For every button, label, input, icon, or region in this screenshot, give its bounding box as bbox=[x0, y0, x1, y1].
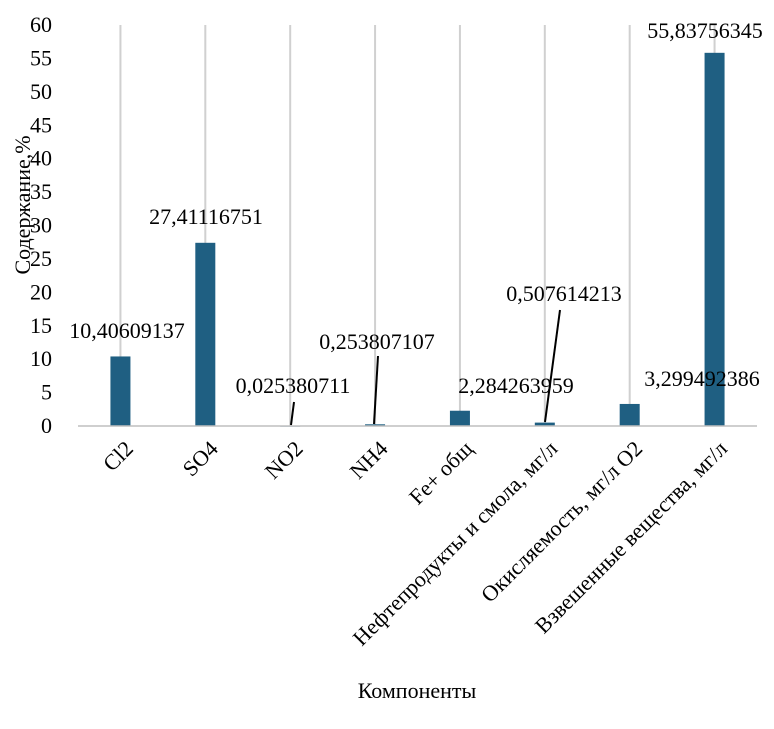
y-tick-label: 55 bbox=[30, 45, 52, 70]
data-labels: 10,40609137 27,41116751 0,025380711 0,25380… bbox=[69, 18, 763, 398]
x-tick-label: Cl2 bbox=[98, 436, 138, 476]
y-tick-label: 60 bbox=[30, 12, 52, 37]
x-axis-title: Компоненты bbox=[358, 678, 477, 703]
data-label: 27,41116751 bbox=[149, 204, 263, 229]
y-tick-label: 0 bbox=[41, 413, 52, 438]
y-tick-label: 20 bbox=[30, 279, 52, 304]
data-label: 2,284263959 bbox=[458, 373, 574, 398]
y-tick-label: 45 bbox=[30, 112, 52, 137]
bar bbox=[195, 242, 216, 426]
x-tick-label: Окисляемость, мг/л O2 bbox=[476, 436, 647, 607]
x-tick-label: NO2 bbox=[260, 436, 308, 484]
data-label: 0,025380711 bbox=[236, 373, 351, 398]
leader-line bbox=[544, 309, 561, 423]
data-label: 0,507614213 bbox=[506, 281, 622, 306]
data-label: 0,253807107 bbox=[319, 329, 435, 354]
y-axis-ticks: 0 5 10 15 20 25 30 35 40 45 50 55 60 bbox=[30, 12, 52, 438]
y-tick-label: 35 bbox=[30, 179, 52, 204]
data-label: 55,83756345 bbox=[647, 18, 763, 43]
bar bbox=[534, 422, 555, 426]
y-tick-label: 10 bbox=[30, 346, 52, 371]
y-tick-label: 25 bbox=[30, 246, 52, 271]
data-label: 3,299492386 bbox=[644, 366, 760, 391]
bar bbox=[619, 403, 640, 426]
x-tick-label: SO4 bbox=[178, 436, 223, 481]
x-tick-label: Fe+ общ bbox=[404, 436, 478, 510]
bars bbox=[110, 52, 725, 427]
bar bbox=[704, 52, 725, 427]
x-tick-label: NH4 bbox=[345, 436, 393, 484]
leader-line bbox=[290, 401, 295, 426]
grid-lines bbox=[119, 25, 716, 426]
bar bbox=[449, 410, 470, 426]
bar bbox=[110, 356, 131, 426]
bar bbox=[365, 424, 386, 426]
leader-line bbox=[373, 355, 379, 425]
y-axis-title: Содержание,% bbox=[10, 135, 35, 274]
y-tick-label: 5 bbox=[41, 380, 52, 405]
y-tick-label: 40 bbox=[30, 146, 52, 171]
y-tick-label: 50 bbox=[30, 79, 52, 104]
leader-lines bbox=[290, 309, 561, 426]
data-label: 10,40609137 bbox=[69, 318, 185, 343]
y-tick-label: 30 bbox=[30, 213, 52, 238]
y-tick-label: 15 bbox=[30, 313, 52, 338]
